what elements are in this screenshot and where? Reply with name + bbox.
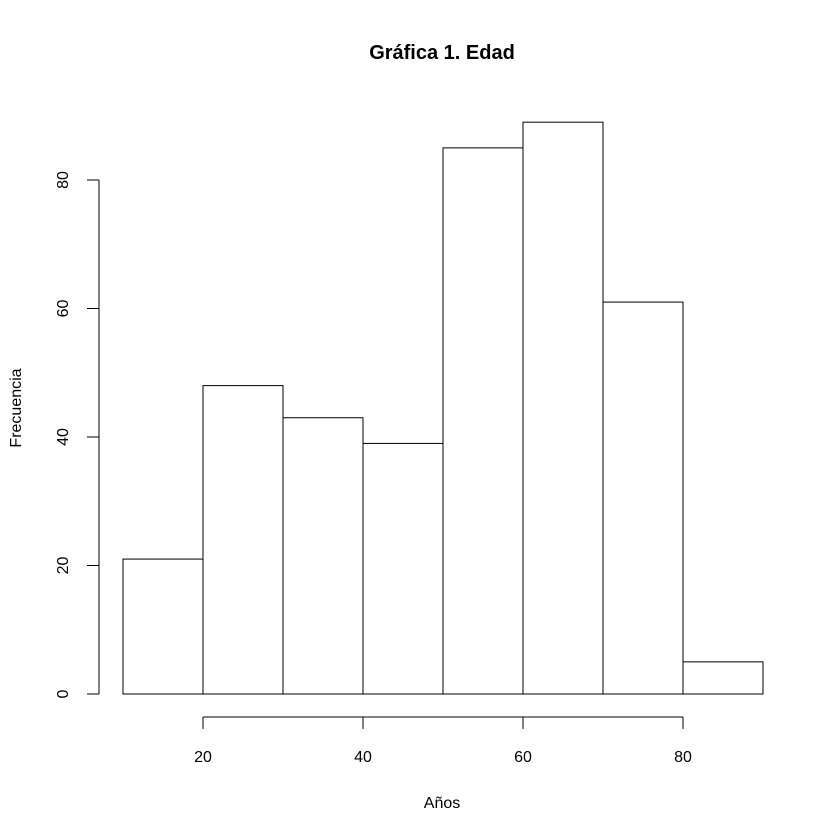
histogram-bar-7 xyxy=(602,301,684,695)
histogram-bar-2 xyxy=(202,385,284,695)
y-tick-label: 40 xyxy=(55,428,72,446)
histogram-bar-3 xyxy=(282,417,364,695)
histogram-bar-5 xyxy=(442,147,524,695)
x-tick-label: 80 xyxy=(674,749,692,766)
histogram-bar-1 xyxy=(122,558,204,695)
histogram-bar-8 xyxy=(682,661,764,695)
x-axis-label: Años xyxy=(424,795,460,812)
y-axis-label: Frecuencia xyxy=(8,368,25,447)
y-axis: 0 20 40 60 80 xyxy=(55,171,100,698)
bars-group xyxy=(122,121,764,695)
histogram-bar-4 xyxy=(362,442,444,695)
y-tick-label: 20 xyxy=(55,557,72,575)
y-tick-label: 60 xyxy=(55,300,72,318)
x-tick-label: 20 xyxy=(194,749,212,766)
x-axis: 20 40 60 80 xyxy=(194,716,692,766)
y-tick-label: 80 xyxy=(55,171,72,189)
chart-title: Gráfica 1. Edad xyxy=(369,42,515,64)
y-tick-label: 0 xyxy=(55,689,72,698)
x-tick-label: 60 xyxy=(514,749,532,766)
histogram-bar-6 xyxy=(522,121,604,695)
x-tick-label: 40 xyxy=(354,749,372,766)
